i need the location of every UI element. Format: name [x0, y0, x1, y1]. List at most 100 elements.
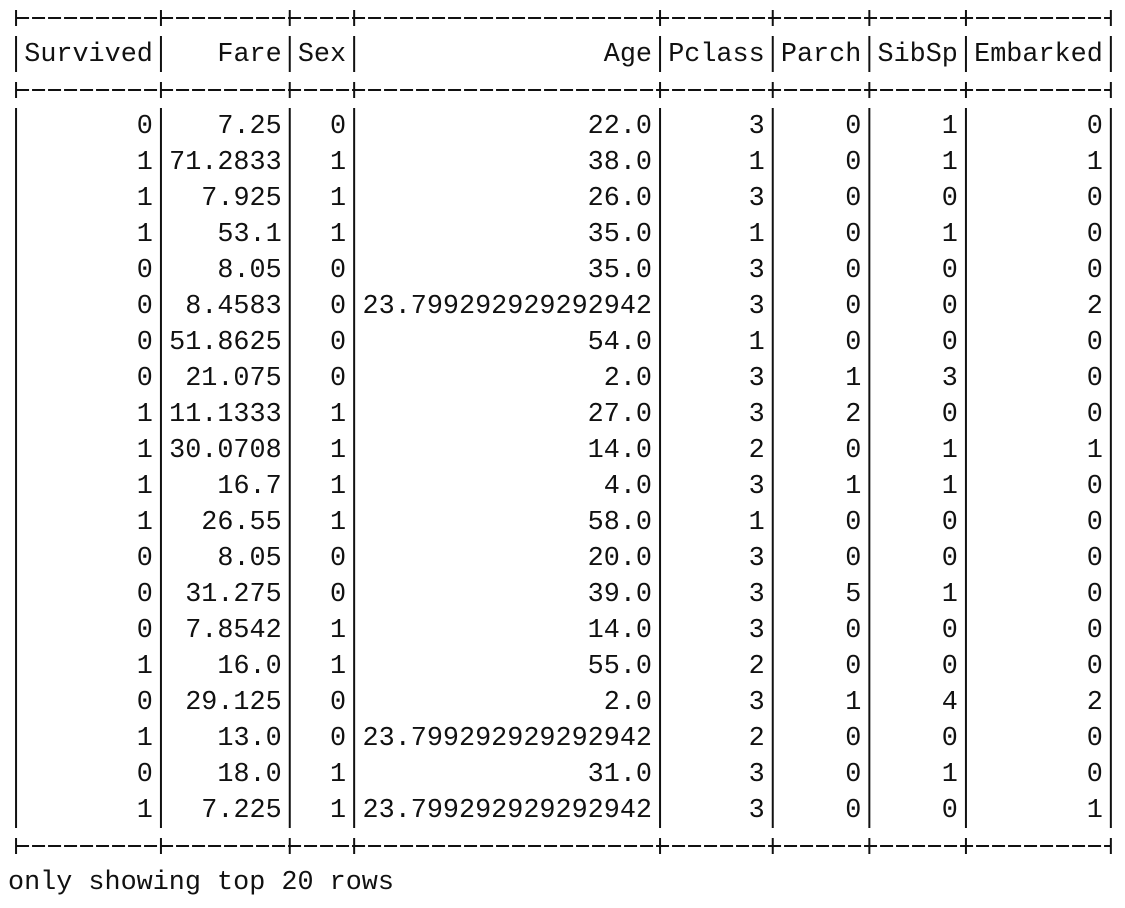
table-cell: 7.925 [201, 184, 281, 214]
table-cell: 0 [137, 256, 153, 286]
table-cell: 1 [330, 616, 346, 646]
table-cell: 0 [942, 400, 958, 430]
table-cell: 3 [749, 616, 765, 646]
table-cell: 2 [749, 652, 765, 682]
table-cell: 3 [749, 184, 765, 214]
table-cell: 2 [1087, 688, 1103, 718]
table-cell: 0 [1087, 544, 1103, 574]
table-cell: 0 [845, 616, 861, 646]
table-cell: 3 [749, 364, 765, 394]
table-cell: 1 [137, 220, 153, 250]
table-cell: 21.075 [185, 364, 282, 394]
table-cell: 8.05 [217, 544, 281, 574]
table-cell: 5 [845, 580, 861, 610]
table-cell: 0 [942, 724, 958, 754]
table-cell: 0 [330, 688, 346, 718]
footer-note: only showing top 20 rows [8, 868, 394, 898]
table-cell: 23.799292929292942 [363, 796, 652, 826]
table-cell: 18.0 [217, 760, 281, 790]
table-cell: 3 [749, 256, 765, 286]
table-cell: 3 [749, 544, 765, 574]
table-cell: 1 [137, 436, 153, 466]
table-cell: 1 [942, 436, 958, 466]
table-cell: 2.0 [604, 688, 652, 718]
table-cell: 0 [845, 544, 861, 574]
table-cell: 1 [1087, 796, 1103, 826]
table-cell: 0 [1087, 652, 1103, 682]
table-cell: 1 [330, 508, 346, 538]
table-cell: 1 [137, 184, 153, 214]
table-cell: 0 [845, 292, 861, 322]
table-cell: 0 [137, 544, 153, 574]
table-cell: 58.0 [588, 508, 652, 538]
table-cell: 0 [1087, 580, 1103, 610]
table-cell: 26.0 [588, 184, 652, 214]
column-header: Embarked [974, 40, 1103, 70]
table-cell: 4 [942, 688, 958, 718]
table-cell: 1 [845, 688, 861, 718]
table-cell: 0 [137, 688, 153, 718]
table-cell: 0 [330, 544, 346, 574]
table-cell: 35.0 [588, 256, 652, 286]
table-cell: 0 [1087, 112, 1103, 142]
table-cell: 0 [1087, 364, 1103, 394]
table-cell: 2.0 [604, 364, 652, 394]
table-cell: 0 [137, 112, 153, 142]
table-cell: 0 [845, 760, 861, 790]
table-cell: 13.0 [217, 724, 281, 754]
table-cell: 0 [1087, 616, 1103, 646]
table-cell: 14.0 [588, 616, 652, 646]
table-cell: 0 [942, 184, 958, 214]
table-cell: 3 [749, 796, 765, 826]
table-cell: 7.225 [201, 796, 281, 826]
table-cell: 1 [330, 472, 346, 502]
table-cell: 0 [845, 436, 861, 466]
table-cell: 31.0 [588, 760, 652, 790]
table-cell: 1 [330, 796, 346, 826]
table-cell: 35.0 [588, 220, 652, 250]
table-cell: 16.7 [217, 472, 281, 502]
table-cell: 8.05 [217, 256, 281, 286]
table-cell: 38.0 [588, 148, 652, 178]
table-cell: 0 [137, 760, 153, 790]
table-cell: 1 [137, 508, 153, 538]
table-cell: 3 [749, 112, 765, 142]
table-cell: 22.0 [588, 112, 652, 142]
table-cell: 0 [1087, 256, 1103, 286]
table-cell: 2 [1087, 292, 1103, 322]
table-cell: 1 [330, 148, 346, 178]
table-cell: 1 [942, 472, 958, 502]
table-cell: 8.4583 [185, 292, 282, 322]
table-cell: 0 [942, 292, 958, 322]
table-cell: 0 [942, 256, 958, 286]
table-cell: 1 [330, 652, 346, 682]
table-cell: 71.2833 [169, 148, 282, 178]
table-cell: 0 [137, 580, 153, 610]
table-cell: 0 [330, 256, 346, 286]
table-cell: 20.0 [588, 544, 652, 574]
table-cell: 1 [330, 184, 346, 214]
table-cell: 0 [330, 328, 346, 358]
column-header: Survived [24, 40, 153, 70]
table-cell: 1 [137, 148, 153, 178]
table-cell: 53.1 [217, 220, 281, 250]
column-header: Parch [781, 40, 861, 70]
table-cell: 0 [942, 544, 958, 574]
table-cell: 2 [845, 400, 861, 430]
table-cell: 3 [749, 400, 765, 430]
table-cell: 1 [749, 220, 765, 250]
table-cell: 1 [137, 472, 153, 502]
table-cell: 0 [845, 148, 861, 178]
table-cell: 1 [749, 148, 765, 178]
table-cell: 0 [330, 112, 346, 142]
table-cell: 7.8542 [185, 616, 282, 646]
table-cell: 1 [330, 436, 346, 466]
table-cell: 0 [845, 796, 861, 826]
table-cell: 30.0708 [169, 436, 282, 466]
table-cell: 0 [845, 220, 861, 250]
table-cell: 1 [137, 652, 153, 682]
table-cell: 0 [137, 328, 153, 358]
table-cell: 3 [749, 688, 765, 718]
table-cell: 1 [137, 796, 153, 826]
